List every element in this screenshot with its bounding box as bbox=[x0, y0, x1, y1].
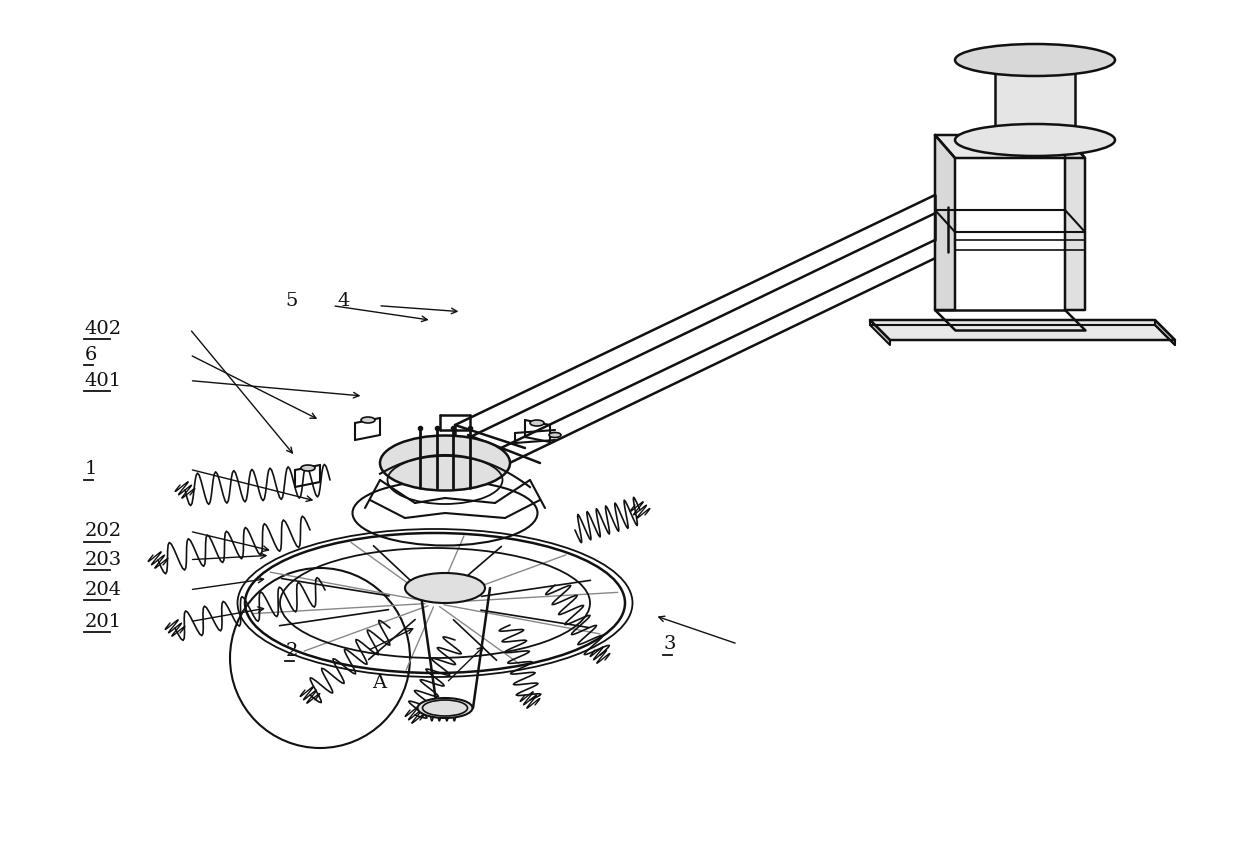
Text: 4: 4 bbox=[337, 293, 350, 310]
Text: 1: 1 bbox=[84, 461, 97, 478]
Text: A: A bbox=[372, 674, 386, 691]
Text: 2: 2 bbox=[285, 642, 298, 660]
Text: 204: 204 bbox=[84, 581, 122, 598]
Ellipse shape bbox=[418, 698, 472, 718]
Ellipse shape bbox=[955, 44, 1115, 76]
Polygon shape bbox=[935, 135, 955, 310]
Text: 202: 202 bbox=[84, 523, 122, 540]
Polygon shape bbox=[1154, 320, 1176, 345]
Polygon shape bbox=[870, 320, 1176, 340]
Ellipse shape bbox=[955, 124, 1115, 156]
Text: 203: 203 bbox=[84, 551, 122, 568]
Polygon shape bbox=[994, 60, 1075, 140]
Ellipse shape bbox=[379, 436, 510, 491]
Ellipse shape bbox=[301, 465, 315, 471]
Polygon shape bbox=[1065, 135, 1085, 310]
Ellipse shape bbox=[549, 432, 560, 437]
Polygon shape bbox=[870, 320, 890, 345]
Text: 201: 201 bbox=[84, 613, 122, 630]
Polygon shape bbox=[935, 135, 1085, 158]
Text: 402: 402 bbox=[84, 320, 122, 338]
Text: 6: 6 bbox=[84, 346, 97, 363]
Text: 3: 3 bbox=[663, 635, 676, 653]
Ellipse shape bbox=[361, 417, 374, 423]
Text: 5: 5 bbox=[285, 293, 298, 310]
Ellipse shape bbox=[405, 573, 485, 603]
Text: 401: 401 bbox=[84, 372, 122, 389]
Ellipse shape bbox=[529, 420, 544, 426]
